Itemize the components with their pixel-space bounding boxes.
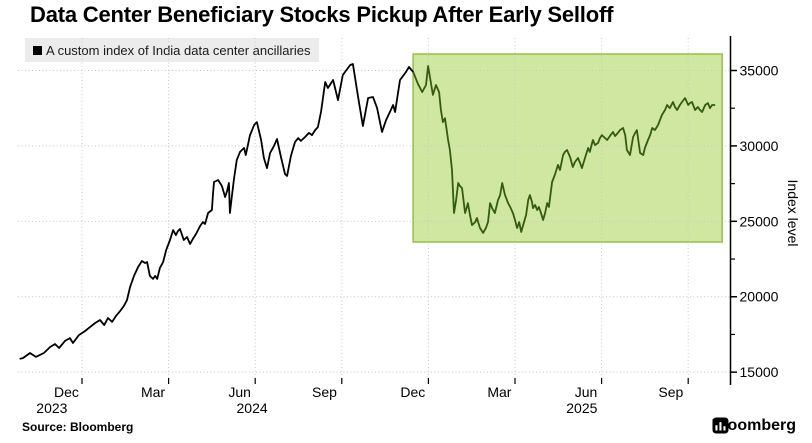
chart-title: Data Center Beneficiary Stocks Pickup Af… (30, 2, 614, 27)
x-tick-label: Sep (658, 384, 683, 400)
x-year-label: 2025 (566, 400, 597, 416)
index-line-highlighted (412, 65, 716, 234)
index-line (19, 63, 414, 360)
bloomberg-logo-icon (712, 417, 729, 434)
y-tick-label: 20000 (740, 289, 779, 305)
y-tick-label: 15000 (740, 364, 779, 380)
x-tick-label: Dec (400, 384, 425, 400)
highlight-region-border (412, 53, 723, 243)
x-tick-label: Mar (487, 384, 511, 400)
x-year-label: 2024 (237, 400, 268, 416)
y-tick-label: 25000 (740, 213, 779, 229)
x-tick-label: Sep (312, 384, 337, 400)
y-tick-label: 35000 (740, 63, 779, 79)
legend-box: A custom index of India data center anci… (25, 38, 320, 62)
x-year-label: 2023 (36, 400, 67, 416)
legend-label: A custom index of India data center anci… (46, 42, 311, 58)
x-tick-label: Jun (228, 384, 251, 400)
y-tick-label: 30000 (740, 138, 779, 154)
brand-mark: Bloomberg (712, 417, 796, 435)
highlight-region (413, 54, 723, 242)
x-tick-label: Mar (141, 384, 165, 400)
x-tick-label: Dec (54, 384, 79, 400)
brand-wordmark: Bloomberg (711, 417, 796, 434)
y-axis-title: Index level (785, 179, 801, 247)
source-label: Source: Bloomberg (22, 420, 134, 434)
x-tick-label: Jun (575, 384, 598, 400)
legend-swatch-icon (33, 45, 42, 55)
